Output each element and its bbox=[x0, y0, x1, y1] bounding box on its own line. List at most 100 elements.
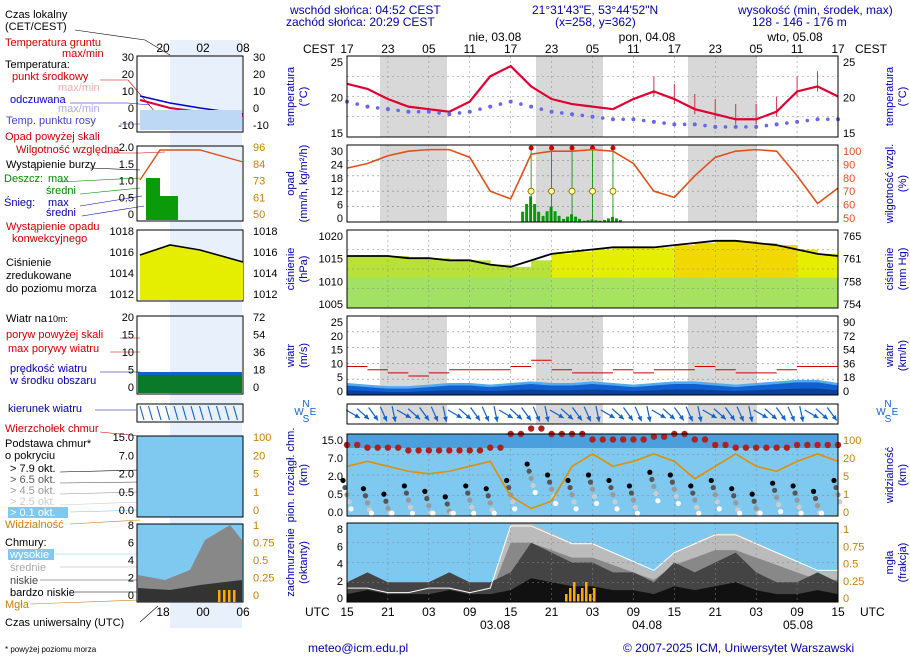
precip-left-tick: 24 bbox=[331, 159, 343, 171]
local-hour-tick: 23 bbox=[381, 42, 395, 56]
legend-high-swatch bbox=[8, 549, 54, 560]
utc-hour-tick: 09 bbox=[790, 605, 804, 619]
pressure-line bbox=[347, 239, 839, 268]
utc-hour-tick: 09 bbox=[463, 605, 477, 619]
connector-storm bbox=[89, 167, 141, 171]
footer-email[interactable]: meteo@icm.edu.pl bbox=[308, 641, 408, 655]
dew-point-marker bbox=[416, 109, 421, 114]
legend-wind-arrow bbox=[190, 405, 196, 421]
cov-title-right-2: (frakcja) bbox=[897, 543, 909, 583]
press-title-right-2: (mm Hg) bbox=[897, 248, 909, 291]
cloud-base-marker bbox=[401, 483, 407, 489]
precip-bar bbox=[529, 196, 533, 222]
precip-left-tick: 12 bbox=[331, 186, 343, 198]
cloud-base-marker bbox=[612, 499, 618, 505]
dew-point-marker bbox=[375, 106, 380, 110]
wind-arrow bbox=[815, 408, 829, 420]
utc-hour-tick: 03 bbox=[586, 605, 600, 619]
storm-marker bbox=[527, 187, 535, 195]
utc-hour-tick: 15 bbox=[340, 605, 354, 619]
wind-arrow bbox=[611, 408, 625, 420]
legend-panel-tick-left: 20 bbox=[122, 69, 134, 81]
legend-wind-area-2 bbox=[138, 375, 242, 393]
cloud-base-marker bbox=[483, 486, 489, 492]
precip-bar bbox=[614, 218, 618, 222]
cloud-base-marker bbox=[675, 500, 681, 507]
precip-left-tick: 30 bbox=[331, 146, 343, 158]
utc-hour-tick: 03 bbox=[422, 605, 436, 619]
legend-panel-frame bbox=[136, 315, 244, 395]
wind-arrow-head bbox=[424, 414, 430, 421]
legend-panel-tick-right: 10 bbox=[253, 86, 265, 98]
wind-border bbox=[346, 315, 839, 396]
cloud-left-tick: 2.0 bbox=[328, 471, 343, 483]
cloud-base-marker bbox=[552, 500, 559, 507]
legend-local-time-2: (CET/CEST) bbox=[5, 21, 67, 33]
cloud-top-marker bbox=[487, 444, 494, 451]
cloud-right-tick: 1 bbox=[843, 489, 849, 501]
precip-bar bbox=[574, 216, 578, 222]
legend-okt-1: > 7.9 okt. bbox=[10, 463, 56, 475]
cloud-base-marker bbox=[383, 498, 389, 504]
legend-panel-tick-right: 0 bbox=[253, 590, 259, 602]
cov-left-tick: 2 bbox=[337, 576, 343, 588]
wind-left-tick: 25 bbox=[331, 317, 343, 329]
dew-point-marker bbox=[744, 125, 748, 129]
day-label-bottom: 03.08 bbox=[480, 618, 510, 632]
cloud-right-tick: 20 bbox=[843, 453, 855, 465]
cloud-base-marker bbox=[442, 494, 448, 500]
legend-panel-tick-right: 0 bbox=[253, 505, 259, 517]
legend-panel-tick-right: 1 bbox=[253, 520, 259, 532]
dew-point-marker bbox=[467, 109, 472, 114]
dew-point-marker bbox=[539, 107, 544, 111]
dew-point-marker bbox=[805, 118, 810, 123]
precip-bar bbox=[602, 219, 606, 222]
temp-left-tick: 25 bbox=[331, 57, 343, 69]
legend-panel-tick-left: 15.0 bbox=[113, 432, 134, 444]
cloud-base-marker bbox=[651, 483, 657, 490]
legend-panel-tick-left: 7.0 bbox=[119, 450, 134, 462]
wind-arrow-head bbox=[363, 414, 370, 420]
cloud-base-marker bbox=[653, 490, 659, 497]
cloud-base-marker bbox=[526, 468, 532, 474]
legend-wind-arrow bbox=[232, 405, 239, 421]
legend-cloud-base-1: Podstawa chmur* bbox=[5, 438, 92, 450]
compass-right-n: N bbox=[884, 399, 891, 410]
cloud-title-left: pion. rozciągł. chm. bbox=[285, 428, 297, 523]
wind-arrow-head bbox=[637, 415, 642, 422]
legend-wind-height: 10m: bbox=[48, 314, 68, 324]
legend-gust-max: max porywy wiatru bbox=[8, 343, 99, 355]
cloud-top-marker bbox=[763, 444, 770, 451]
connector-okt-4 bbox=[59, 501, 141, 506]
cloud-title-right-2: (km) bbox=[897, 464, 909, 486]
visibility-line bbox=[346, 452, 839, 510]
cov-left-tick: 6 bbox=[337, 541, 343, 553]
wind-arrow bbox=[560, 408, 574, 420]
legend-utc-tick: 18 bbox=[156, 605, 170, 619]
wind-arrow bbox=[600, 409, 616, 419]
fog-bar bbox=[569, 588, 572, 602]
cloud-base-marker bbox=[671, 486, 677, 492]
precip-bar bbox=[590, 219, 594, 222]
legend-very-low: bardzo niskie bbox=[10, 587, 75, 599]
legend-local-tick: 20 bbox=[156, 41, 170, 55]
cloud-base-marker bbox=[608, 484, 614, 491]
local-hour-tick: 11 bbox=[627, 42, 640, 56]
legend-panel-tick-right: 100 bbox=[253, 432, 271, 444]
legend-fog-bar bbox=[218, 590, 221, 602]
legend-panel-tick-right: 18 bbox=[253, 365, 265, 377]
cloud-base-marker bbox=[589, 486, 596, 492]
grid-text: (x=258, y=362) bbox=[555, 15, 636, 29]
cloud-right-tick: 5 bbox=[843, 471, 849, 483]
cloud-top-marker bbox=[630, 436, 637, 443]
cloud-base-marker bbox=[839, 506, 845, 512]
legend-panel-tick-right: -10 bbox=[253, 120, 269, 132]
cloud-base-marker bbox=[512, 506, 518, 512]
legend-snow-max: max bbox=[48, 197, 69, 209]
cloud-base-marker bbox=[528, 475, 534, 481]
legend-local-tick: 02 bbox=[196, 41, 210, 55]
wind-arrow-head bbox=[790, 415, 795, 422]
cloud-base-marker bbox=[790, 483, 796, 489]
wind-arrow bbox=[595, 406, 601, 422]
cov-title-left-2: (oktanty) bbox=[298, 541, 310, 584]
